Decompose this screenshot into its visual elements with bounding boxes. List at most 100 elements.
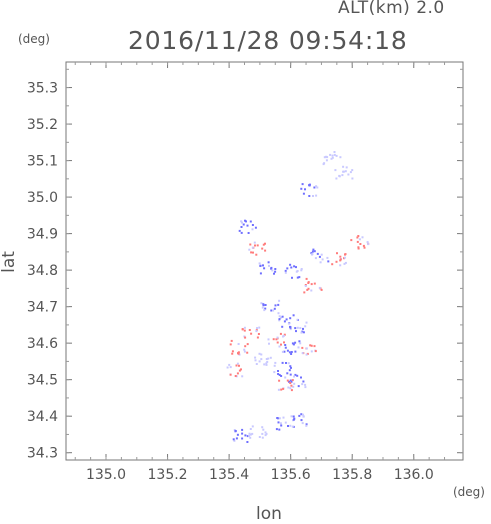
echo-cell [250,251,253,254]
echo-cell [249,436,252,439]
echo-cell [342,170,345,173]
y-unit-label: (deg) [18,32,50,46]
echo-cell [310,283,313,286]
echo-cell [243,335,246,338]
echo-cell [275,338,278,341]
echo-cell [308,195,311,197]
echo-cell [314,257,317,260]
echo-cell [229,373,232,376]
echo-cell [258,262,261,265]
echo-cell [238,364,240,367]
y-tick-label: 35.0 [27,190,58,206]
echo-cell [264,434,267,437]
echo-cell [281,325,284,328]
echo-cell [264,249,267,252]
echo-cell [241,328,244,331]
timestamp-title: 2016/11/28 09:54:18 [128,26,408,55]
echo-cell [321,258,324,261]
echo-cell [307,287,310,290]
echo-cell [313,345,316,348]
y-tick-label: 34.5 [27,373,58,389]
y-tick-label: 35.1 [27,154,58,170]
echo-cell [258,326,261,329]
echo-cell [268,342,270,345]
echo-cell [254,356,257,359]
echo-cell [241,428,244,431]
echo-cell [329,153,332,156]
echo-cell [281,350,284,353]
echo-cell [277,417,279,420]
echo-cell [336,252,338,255]
echo-cell [273,364,276,367]
echo-cell [304,285,307,287]
echo-cell [270,309,273,312]
echo-cell [237,351,240,354]
echo-cell [363,246,366,249]
x-tick-label: 135.6 [271,467,311,483]
echo-cell [280,375,283,377]
echo-cell [310,289,313,292]
echo-cell [278,428,281,431]
echo-cell [351,169,354,172]
echo-cell [251,425,254,428]
echo-cell [289,365,292,368]
echo-cell [244,345,247,348]
echo-cell [299,327,302,330]
echo-cell [238,369,241,372]
echo-cell [302,192,305,195]
echo-cell [243,350,246,353]
echo-cell [232,438,235,441]
echo-cell [262,428,265,431]
echo-cell [325,159,328,162]
echo-cell [290,353,293,355]
echo-cell [356,240,359,243]
echo-cell [306,288,309,291]
echo-cell [325,155,328,158]
echo-cell [278,319,281,322]
echo-cell [343,256,346,259]
echo-cell [254,244,256,247]
echo-cell [267,261,270,264]
echo-cell [367,243,370,246]
echo-cell [292,314,295,317]
x-tick-label: 135.2 [148,467,188,483]
echo-cell [257,333,260,335]
echo-cell [233,439,236,442]
echo-cell [320,253,323,256]
echo-cell [339,258,342,261]
echo-cell [334,169,337,172]
echo-cell [290,415,293,418]
echo-cell [300,376,302,379]
echo-cell [251,432,254,435]
echo-cell [226,366,229,369]
echo-cell [274,361,277,364]
echo-cell [244,336,247,339]
echo-cell [284,344,287,346]
echo-cell [274,304,277,307]
echo-cell [305,423,308,426]
echo-cell [305,353,308,356]
echo-cell [277,303,280,306]
echo-cell [319,261,322,264]
echo-cell [331,156,334,159]
echo-cell [290,351,293,353]
echo-cell [296,270,299,272]
echo-cell [311,250,314,253]
echo-cell [272,338,275,341]
echo-cell [298,414,301,417]
echo-cell [289,328,292,331]
echo-cell [357,246,360,249]
echo-cell [276,336,279,339]
echo-cell [235,437,238,440]
echo-cell [240,231,243,234]
echo-cell [248,432,251,435]
echo-cell [305,347,308,350]
echo-cell [289,382,292,384]
echo-cell [244,434,247,437]
echo-cell [252,251,254,254]
echo-cell [228,363,231,366]
echo-cell [301,383,304,386]
echo-cell [312,195,314,197]
echo-cell [273,272,275,275]
